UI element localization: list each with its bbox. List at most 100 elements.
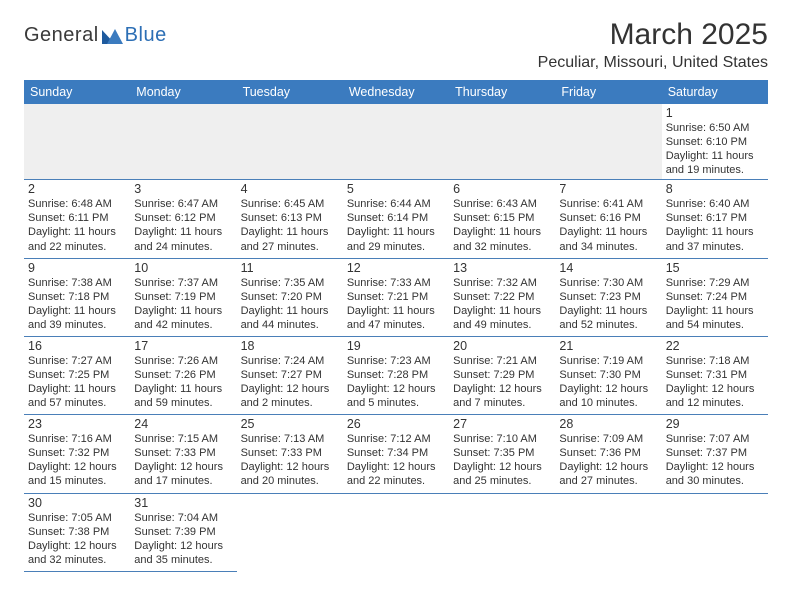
calendar-cell-empty	[24, 104, 130, 180]
calendar-week: 1Sunrise: 6:50 AMSunset: 6:10 PMDaylight…	[24, 104, 768, 180]
cell-line-sunset: Sunset: 7:33 PM	[241, 446, 339, 460]
calendar-cell: 18Sunrise: 7:24 AMSunset: 7:27 PMDayligh…	[237, 336, 343, 414]
calendar-cell: 8Sunrise: 6:40 AMSunset: 6:17 PMDaylight…	[662, 180, 768, 258]
calendar-cell: 1Sunrise: 6:50 AMSunset: 6:10 PMDaylight…	[662, 104, 768, 180]
cell-line-sunrise: Sunrise: 7:04 AM	[134, 511, 232, 525]
cell-line-sunrise: Sunrise: 7:12 AM	[347, 432, 445, 446]
cell-line-d2: and 24 minutes.	[134, 240, 232, 254]
calendar-week: 23Sunrise: 7:16 AMSunset: 7:32 PMDayligh…	[24, 415, 768, 493]
day-number: 10	[134, 261, 232, 275]
calendar-body: 1Sunrise: 6:50 AMSunset: 6:10 PMDaylight…	[24, 104, 768, 571]
cell-line-d1: Daylight: 12 hours	[28, 460, 126, 474]
calendar-cell-empty	[130, 104, 236, 180]
cell-line-sunrise: Sunrise: 7:09 AM	[559, 432, 657, 446]
cell-line-sunset: Sunset: 7:26 PM	[134, 368, 232, 382]
cell-line-d1: Daylight: 11 hours	[28, 382, 126, 396]
cell-line-d2: and 29 minutes.	[347, 240, 445, 254]
cell-line-sunset: Sunset: 7:19 PM	[134, 290, 232, 304]
day-number: 21	[559, 339, 657, 353]
cell-line-sunset: Sunset: 7:34 PM	[347, 446, 445, 460]
day-number: 13	[453, 261, 551, 275]
day-number: 9	[28, 261, 126, 275]
calendar-week: 2Sunrise: 6:48 AMSunset: 6:11 PMDaylight…	[24, 180, 768, 258]
cell-line-sunset: Sunset: 7:18 PM	[28, 290, 126, 304]
calendar-cell: 9Sunrise: 7:38 AMSunset: 7:18 PMDaylight…	[24, 258, 130, 336]
calendar-week: 9Sunrise: 7:38 AMSunset: 7:18 PMDaylight…	[24, 258, 768, 336]
cell-line-sunrise: Sunrise: 7:27 AM	[28, 354, 126, 368]
cell-line-d1: Daylight: 12 hours	[347, 460, 445, 474]
calendar-cell: 15Sunrise: 7:29 AMSunset: 7:24 PMDayligh…	[662, 258, 768, 336]
day-number: 26	[347, 417, 445, 431]
cell-line-sunrise: Sunrise: 7:19 AM	[559, 354, 657, 368]
cell-line-d2: and 34 minutes.	[559, 240, 657, 254]
calendar-table: SundayMondayTuesdayWednesdayThursdayFrid…	[24, 80, 768, 572]
cell-line-d2: and 52 minutes.	[559, 318, 657, 332]
cell-line-d2: and 47 minutes.	[347, 318, 445, 332]
cell-line-d1: Daylight: 12 hours	[347, 382, 445, 396]
cell-line-sunrise: Sunrise: 7:13 AM	[241, 432, 339, 446]
cell-line-d2: and 2 minutes.	[241, 396, 339, 410]
cell-line-d2: and 54 minutes.	[666, 318, 764, 332]
day-number: 22	[666, 339, 764, 353]
day-number: 6	[453, 182, 551, 196]
cell-line-sunset: Sunset: 7:25 PM	[28, 368, 126, 382]
day-number: 29	[666, 417, 764, 431]
cell-line-sunset: Sunset: 7:30 PM	[559, 368, 657, 382]
day-number: 8	[666, 182, 764, 196]
cell-line-d1: Daylight: 11 hours	[453, 304, 551, 318]
cell-line-sunset: Sunset: 7:27 PM	[241, 368, 339, 382]
cell-line-d2: and 22 minutes.	[347, 474, 445, 488]
cell-line-sunset: Sunset: 7:28 PM	[347, 368, 445, 382]
cell-line-sunrise: Sunrise: 6:45 AM	[241, 197, 339, 211]
calendar-week: 30Sunrise: 7:05 AMSunset: 7:38 PMDayligh…	[24, 493, 768, 571]
cell-line-d1: Daylight: 12 hours	[241, 460, 339, 474]
cell-line-d2: and 10 minutes.	[559, 396, 657, 410]
calendar-cell: 12Sunrise: 7:33 AMSunset: 7:21 PMDayligh…	[343, 258, 449, 336]
cell-line-sunset: Sunset: 7:29 PM	[453, 368, 551, 382]
cell-line-sunrise: Sunrise: 7:15 AM	[134, 432, 232, 446]
day-number: 18	[241, 339, 339, 353]
calendar-cell-empty	[237, 493, 343, 571]
cell-line-d2: and 17 minutes.	[134, 474, 232, 488]
cell-line-d1: Daylight: 12 hours	[559, 460, 657, 474]
cell-line-sunset: Sunset: 7:39 PM	[134, 525, 232, 539]
day-number: 31	[134, 496, 232, 510]
cell-line-d1: Daylight: 12 hours	[28, 539, 126, 553]
location: Peculiar, Missouri, United States	[538, 54, 768, 72]
cell-line-sunrise: Sunrise: 7:05 AM	[28, 511, 126, 525]
calendar-cell: 29Sunrise: 7:07 AMSunset: 7:37 PMDayligh…	[662, 415, 768, 493]
weekday-header: Tuesday	[237, 80, 343, 104]
calendar-cell: 6Sunrise: 6:43 AMSunset: 6:15 PMDaylight…	[449, 180, 555, 258]
cell-line-d1: Daylight: 12 hours	[666, 460, 764, 474]
cell-line-d1: Daylight: 11 hours	[453, 225, 551, 239]
calendar-cell-empty	[662, 493, 768, 571]
logo: GeneralBlue	[24, 18, 167, 47]
cell-line-sunrise: Sunrise: 6:44 AM	[347, 197, 445, 211]
weekday-header: Monday	[130, 80, 236, 104]
day-number: 2	[28, 182, 126, 196]
cell-line-d1: Daylight: 11 hours	[28, 304, 126, 318]
logo-text-1: General	[24, 24, 99, 47]
calendar-cell: 20Sunrise: 7:21 AMSunset: 7:29 PMDayligh…	[449, 336, 555, 414]
cell-line-sunrise: Sunrise: 7:07 AM	[666, 432, 764, 446]
calendar-cell-empty	[555, 104, 661, 180]
cell-line-d2: and 15 minutes.	[28, 474, 126, 488]
cell-line-sunset: Sunset: 7:24 PM	[666, 290, 764, 304]
cell-line-sunrise: Sunrise: 6:48 AM	[28, 197, 126, 211]
calendar-cell: 17Sunrise: 7:26 AMSunset: 7:26 PMDayligh…	[130, 336, 236, 414]
cell-line-d2: and 42 minutes.	[134, 318, 232, 332]
cell-line-sunset: Sunset: 7:35 PM	[453, 446, 551, 460]
cell-line-d2: and 39 minutes.	[28, 318, 126, 332]
cell-line-sunrise: Sunrise: 7:16 AM	[28, 432, 126, 446]
day-number: 1	[666, 106, 764, 120]
calendar-cell: 3Sunrise: 6:47 AMSunset: 6:12 PMDaylight…	[130, 180, 236, 258]
cell-line-sunset: Sunset: 6:13 PM	[241, 211, 339, 225]
cell-line-d2: and 7 minutes.	[453, 396, 551, 410]
cell-line-d2: and 19 minutes.	[666, 163, 764, 177]
calendar-header-row: SundayMondayTuesdayWednesdayThursdayFrid…	[24, 80, 768, 104]
cell-line-d1: Daylight: 11 hours	[134, 382, 232, 396]
cell-line-sunset: Sunset: 6:10 PM	[666, 135, 764, 149]
cell-line-d2: and 30 minutes.	[666, 474, 764, 488]
cell-line-d1: Daylight: 12 hours	[134, 460, 232, 474]
cell-line-d2: and 27 minutes.	[241, 240, 339, 254]
